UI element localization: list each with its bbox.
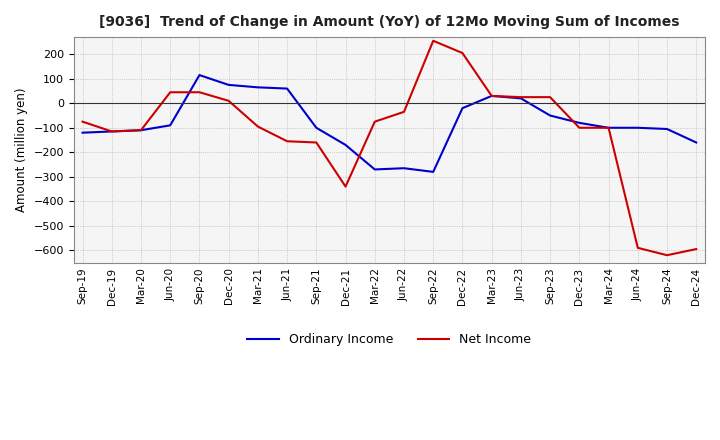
- Ordinary Income: [487, 93, 496, 99]
- Ordinary Income: [575, 120, 584, 125]
- Net Income: [341, 184, 350, 189]
- Ordinary Income: [634, 125, 642, 130]
- Net Income: [400, 109, 408, 114]
- Y-axis label: Amount (million yen): Amount (million yen): [15, 88, 28, 212]
- Net Income: [195, 90, 204, 95]
- Net Income: [253, 124, 262, 129]
- Net Income: [429, 38, 438, 44]
- Net Income: [283, 139, 292, 144]
- Ordinary Income: [429, 169, 438, 175]
- Net Income: [692, 246, 701, 252]
- Ordinary Income: [341, 142, 350, 147]
- Net Income: [78, 119, 87, 124]
- Ordinary Income: [225, 82, 233, 88]
- Title: [9036]  Trend of Change in Amount (YoY) of 12Mo Moving Sum of Incomes: [9036] Trend of Change in Amount (YoY) o…: [99, 15, 680, 29]
- Net Income: [225, 98, 233, 103]
- Ordinary Income: [692, 140, 701, 145]
- Ordinary Income: [253, 85, 262, 90]
- Line: Net Income: Net Income: [83, 41, 696, 255]
- Ordinary Income: [137, 128, 145, 133]
- Ordinary Income: [371, 167, 379, 172]
- Net Income: [546, 95, 554, 100]
- Ordinary Income: [78, 130, 87, 136]
- Net Income: [312, 140, 320, 145]
- Ordinary Income: [283, 86, 292, 91]
- Ordinary Income: [312, 125, 320, 130]
- Net Income: [516, 95, 525, 100]
- Net Income: [487, 93, 496, 99]
- Net Income: [137, 128, 145, 133]
- Net Income: [604, 125, 613, 130]
- Ordinary Income: [107, 129, 116, 134]
- Net Income: [575, 125, 584, 130]
- Net Income: [634, 245, 642, 250]
- Ordinary Income: [458, 106, 467, 111]
- Net Income: [107, 129, 116, 134]
- Ordinary Income: [516, 96, 525, 101]
- Ordinary Income: [546, 113, 554, 118]
- Net Income: [371, 119, 379, 124]
- Ordinary Income: [662, 126, 671, 132]
- Line: Ordinary Income: Ordinary Income: [83, 75, 696, 172]
- Net Income: [662, 253, 671, 258]
- Ordinary Income: [604, 125, 613, 130]
- Ordinary Income: [195, 73, 204, 78]
- Ordinary Income: [166, 123, 174, 128]
- Legend: Ordinary Income, Net Income: Ordinary Income, Net Income: [243, 328, 536, 351]
- Ordinary Income: [400, 165, 408, 171]
- Net Income: [166, 90, 174, 95]
- Net Income: [458, 51, 467, 56]
